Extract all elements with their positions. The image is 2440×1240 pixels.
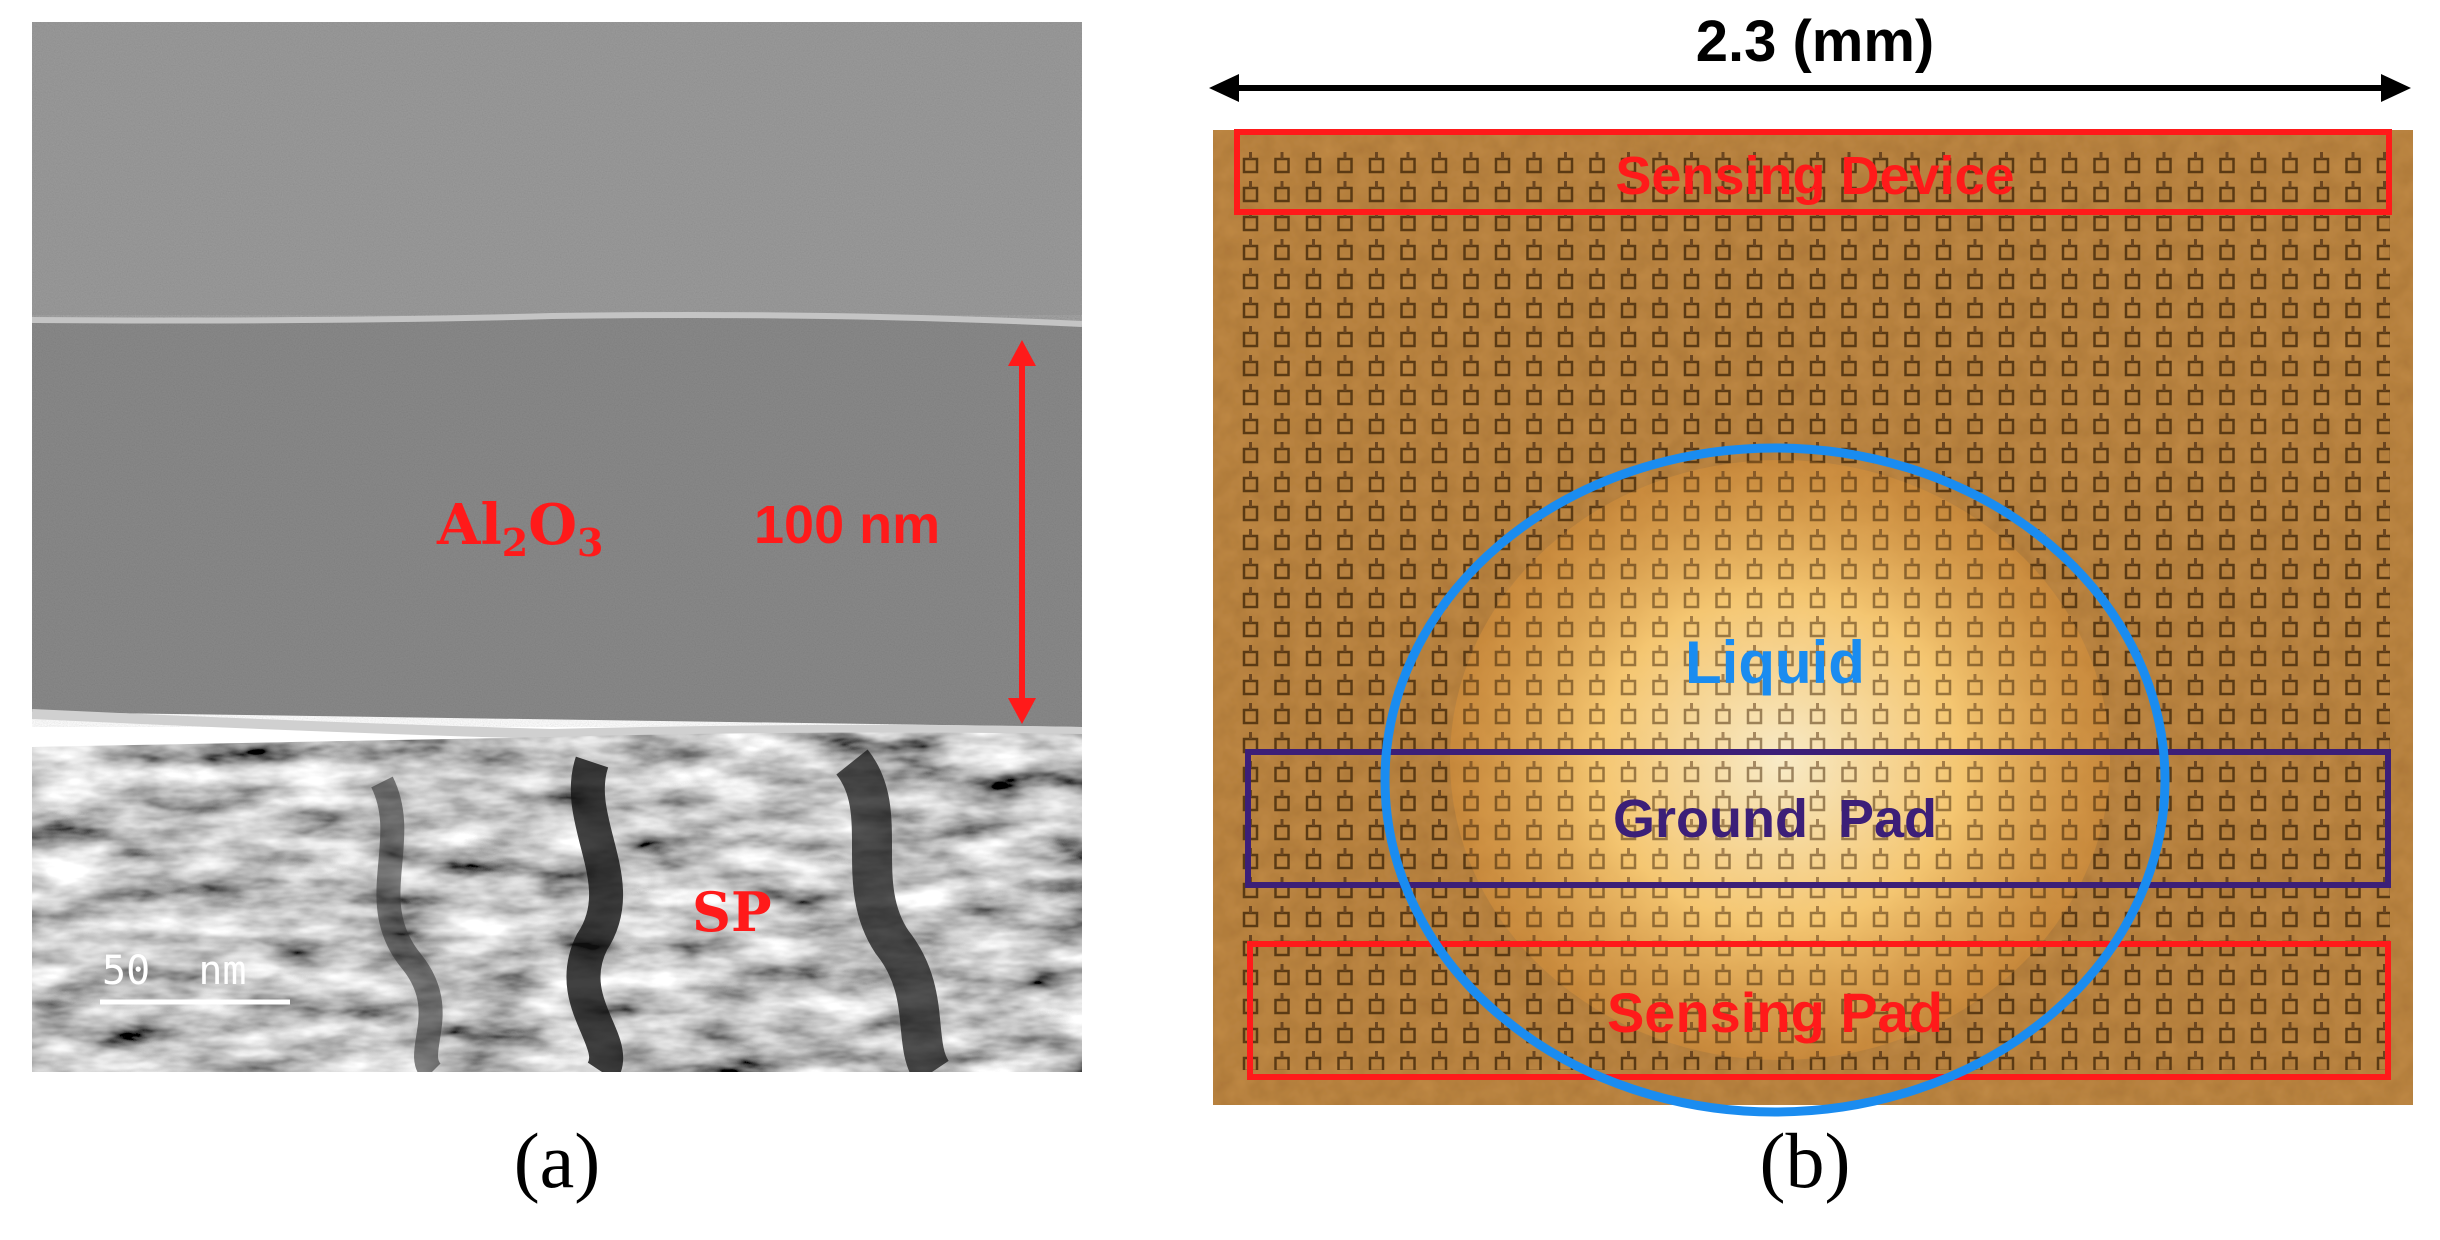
al2o3-label: Al2O3 (437, 492, 604, 566)
chip-image (1209, 74, 2413, 1117)
tem-image (32, 22, 1082, 1072)
caption-a: (a) (513, 1117, 601, 1204)
scale-bar-label: 50 nm (102, 948, 247, 994)
sensing-pad-label: Sensing Pad (1606, 981, 1944, 1044)
width-label: 2.3 (mm) (1695, 9, 1935, 74)
panel-a: Al2O3 100 nm SP 50 nm (32, 22, 1082, 1072)
thickness-arrow (1008, 340, 1036, 724)
liquid-circle (1380, 443, 2170, 1117)
width-arrow (1209, 74, 2411, 102)
sensing-device-box (1234, 129, 2392, 215)
thickness-label: 100 nm (754, 495, 941, 555)
panel-b: 2.3 (mm) (1195, 0, 2440, 1120)
substrate-label: SP (692, 880, 772, 944)
liquid-label: Liquid (1685, 629, 1865, 696)
caption-b: (b) (1759, 1117, 1851, 1204)
sensing-pad-box (1247, 941, 2391, 1080)
ground-pad-label: Ground Pad (1613, 789, 1937, 849)
ground-pad-box (1245, 749, 2391, 888)
sensing-device-label: Sensing Device (1615, 146, 2015, 206)
